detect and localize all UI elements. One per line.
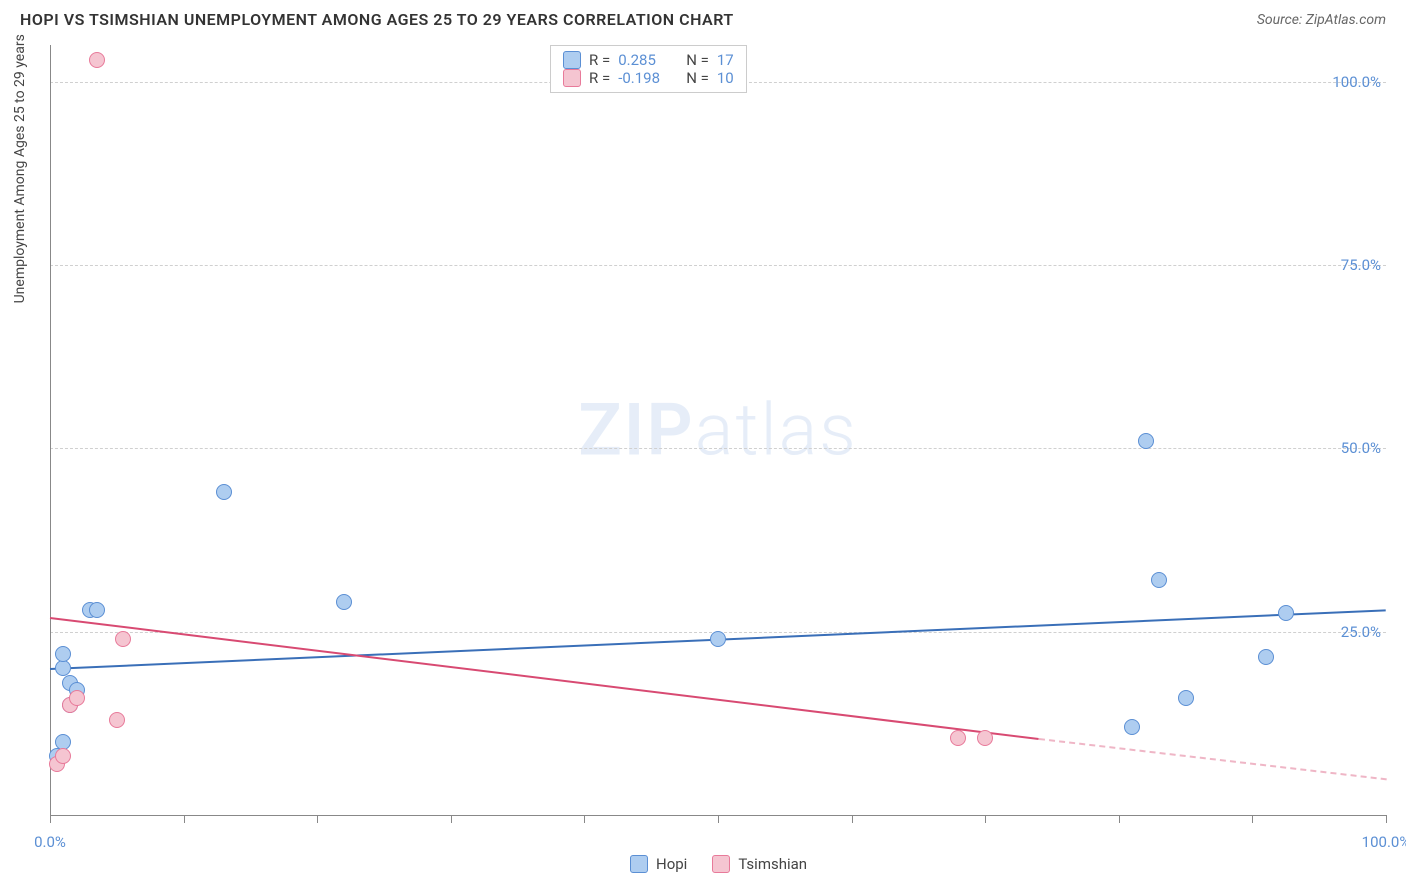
data-point xyxy=(336,594,352,610)
y-axis-title: Unemployment Among Ages 25 to 29 years xyxy=(12,34,28,303)
y-tick-label: 100.0% xyxy=(1332,73,1381,91)
legend-correlation-row: R = -0.198 N = 10 xyxy=(563,69,734,87)
series-legend: Hopi Tsimshian xyxy=(630,855,807,873)
legend-n-label: N = xyxy=(686,69,709,87)
y-tick-label: 75.0% xyxy=(1341,256,1381,274)
gridline xyxy=(50,448,1386,449)
watermark-zip: ZIP xyxy=(578,388,694,473)
data-point xyxy=(1138,433,1154,449)
data-point xyxy=(1151,572,1167,588)
chart-area: Unemployment Among Ages 25 to 29 years Z… xyxy=(50,45,1386,815)
trend-line xyxy=(1039,738,1387,780)
trend-line xyxy=(50,617,1039,740)
legend-n-value: 10 xyxy=(717,69,734,87)
legend-r-value: 0.285 xyxy=(618,51,678,69)
watermark-atlas: atlas xyxy=(695,388,858,473)
legend-r-label: R = xyxy=(589,69,610,87)
x-tick xyxy=(584,815,585,823)
x-tick xyxy=(451,815,452,823)
data-point xyxy=(977,730,993,746)
y-tick-label: 50.0% xyxy=(1341,439,1381,457)
data-point xyxy=(89,602,105,618)
x-tick xyxy=(317,815,318,823)
data-point xyxy=(216,484,232,500)
data-point xyxy=(1278,605,1294,621)
x-tick xyxy=(1386,815,1387,823)
x-tick xyxy=(1119,815,1120,823)
legend-series-item: Tsimshian xyxy=(712,855,807,873)
data-point xyxy=(1178,690,1194,706)
data-point xyxy=(69,690,85,706)
x-tick-label: 100.0% xyxy=(1362,833,1406,851)
data-point xyxy=(55,748,71,764)
legend-n-value: 17 xyxy=(717,51,734,69)
legend-correlation-row: R = 0.285 N = 17 xyxy=(563,51,734,69)
source-attribution: Source: ZipAtlas.com xyxy=(1257,12,1386,28)
watermark: ZIPatlas xyxy=(578,388,858,473)
data-point xyxy=(89,52,105,68)
legend-r-label: R = xyxy=(589,51,610,69)
legend-n-label: N = xyxy=(686,51,709,69)
data-point xyxy=(55,660,71,676)
x-tick-label: 0.0% xyxy=(34,833,66,851)
x-tick xyxy=(184,815,185,823)
x-tick xyxy=(1252,815,1253,823)
legend-swatch xyxy=(563,69,581,87)
data-point xyxy=(710,631,726,647)
data-point xyxy=(55,734,71,750)
legend-series-label: Tsimshian xyxy=(738,855,807,873)
x-tick xyxy=(852,815,853,823)
legend-swatch xyxy=(712,855,730,873)
data-point xyxy=(115,631,131,647)
data-point xyxy=(55,646,71,662)
x-tick xyxy=(718,815,719,823)
legend-swatch xyxy=(630,855,648,873)
data-point xyxy=(1258,649,1274,665)
x-tick xyxy=(50,815,51,823)
gridline xyxy=(50,265,1386,266)
x-tick xyxy=(985,815,986,823)
y-tick-label: 25.0% xyxy=(1341,623,1381,641)
data-point xyxy=(950,730,966,746)
y-axis-line xyxy=(50,45,51,815)
correlation-legend: R = 0.285 N = 17 R = -0.198 N = 10 xyxy=(550,45,747,93)
data-point xyxy=(1124,719,1140,735)
legend-r-value: -0.198 xyxy=(618,69,678,87)
chart-title: HOPI VS TSIMSHIAN UNEMPLOYMENT AMONG AGE… xyxy=(20,10,734,29)
legend-series-item: Hopi xyxy=(630,855,687,873)
legend-series-label: Hopi xyxy=(656,855,687,873)
plot-region: ZIPatlas 25.0%50.0%75.0%100.0%0.0%100.0% xyxy=(50,45,1386,815)
data-point xyxy=(109,712,125,728)
legend-swatch xyxy=(563,51,581,69)
